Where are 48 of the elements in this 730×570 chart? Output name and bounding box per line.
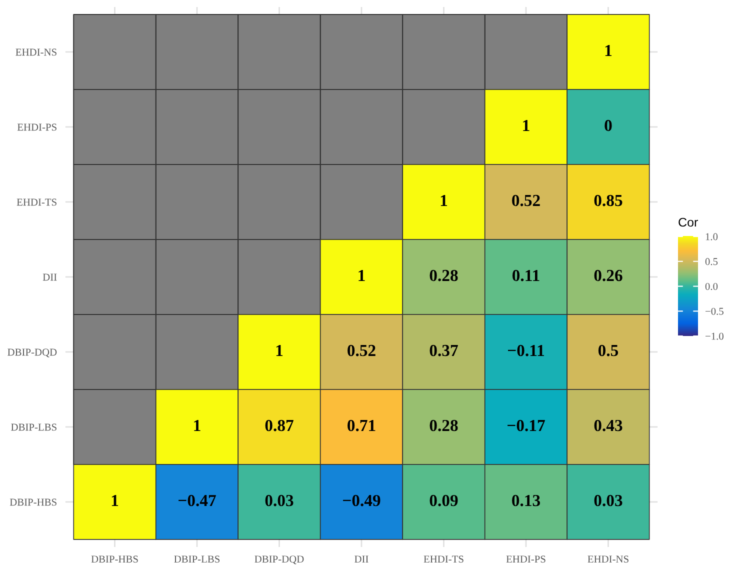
data-label: 0.71 [348, 420, 376, 432]
y-tick-label: EHDI-TS [16, 198, 56, 206]
data-label: 1 [194, 420, 200, 431]
data-label: 0.43 [594, 420, 622, 432]
data-label: 0.5 [598, 344, 618, 356]
x-tick-label: DBIP-DQD [254, 556, 304, 564]
data-label: 0.13 [512, 494, 540, 506]
data-label: −0.17 [508, 420, 545, 432]
data-label: 0.87 [265, 420, 294, 432]
data-label: 0.09 [430, 494, 458, 506]
x-tick-label: EHDI-PS [506, 556, 546, 563]
data-label: 1 [523, 120, 530, 131]
x-tick-label: EHDI-TS [424, 556, 464, 563]
data-label: 0.03 [265, 494, 294, 506]
x-tick-label: EHDI-NS [588, 556, 628, 563]
data-label: 0.28 [430, 270, 458, 282]
x-tick-label: DBIP-HBS [91, 556, 138, 563]
color-bar-label: 0.0 [705, 282, 718, 290]
y-tick-label: DBIP-LBS [11, 424, 56, 431]
y-tick-label: DBIP-HBS [10, 498, 56, 506]
data-label: 1 [358, 270, 365, 281]
color-bar-label: −1.0 [705, 332, 724, 340]
data-label: 0.26 [594, 270, 622, 282]
x-tick-label: DII [354, 556, 368, 563]
data-label: 1 [112, 494, 118, 506]
data-label: 0.52 [512, 194, 540, 206]
data-label: −0.11 [508, 344, 544, 356]
color-bar-label: 1.0 [706, 233, 718, 240]
y-tick-label: DII [42, 274, 57, 281]
data-label: 0.11 [512, 270, 540, 282]
data-label: 1 [440, 194, 448, 206]
color-bar-label: −0.5 [705, 308, 724, 315]
color-bar-label: 0.5 [705, 258, 718, 266]
data-label: 1 [605, 44, 612, 56]
data-label: 0 [604, 120, 612, 132]
data-label: 0.28 [430, 420, 458, 432]
data-label: 0.37 [430, 344, 458, 356]
x-tick-label: DBIP-LBS [174, 556, 220, 563]
color-bar-title: Cor [678, 218, 698, 227]
y-tick-label: EHDI-NS [16, 48, 56, 56]
data-label: −0.49 [343, 494, 380, 506]
data-label: 0.03 [594, 494, 622, 506]
y-tick-label: DBIP-DQD [8, 348, 57, 358]
data-label: 1 [276, 344, 283, 356]
y-tick-label: EHDI-PS [17, 124, 56, 131]
data-label: 0.52 [348, 344, 376, 356]
data-label: −0.47 [178, 494, 216, 506]
data-label: 0.85 [594, 194, 622, 206]
